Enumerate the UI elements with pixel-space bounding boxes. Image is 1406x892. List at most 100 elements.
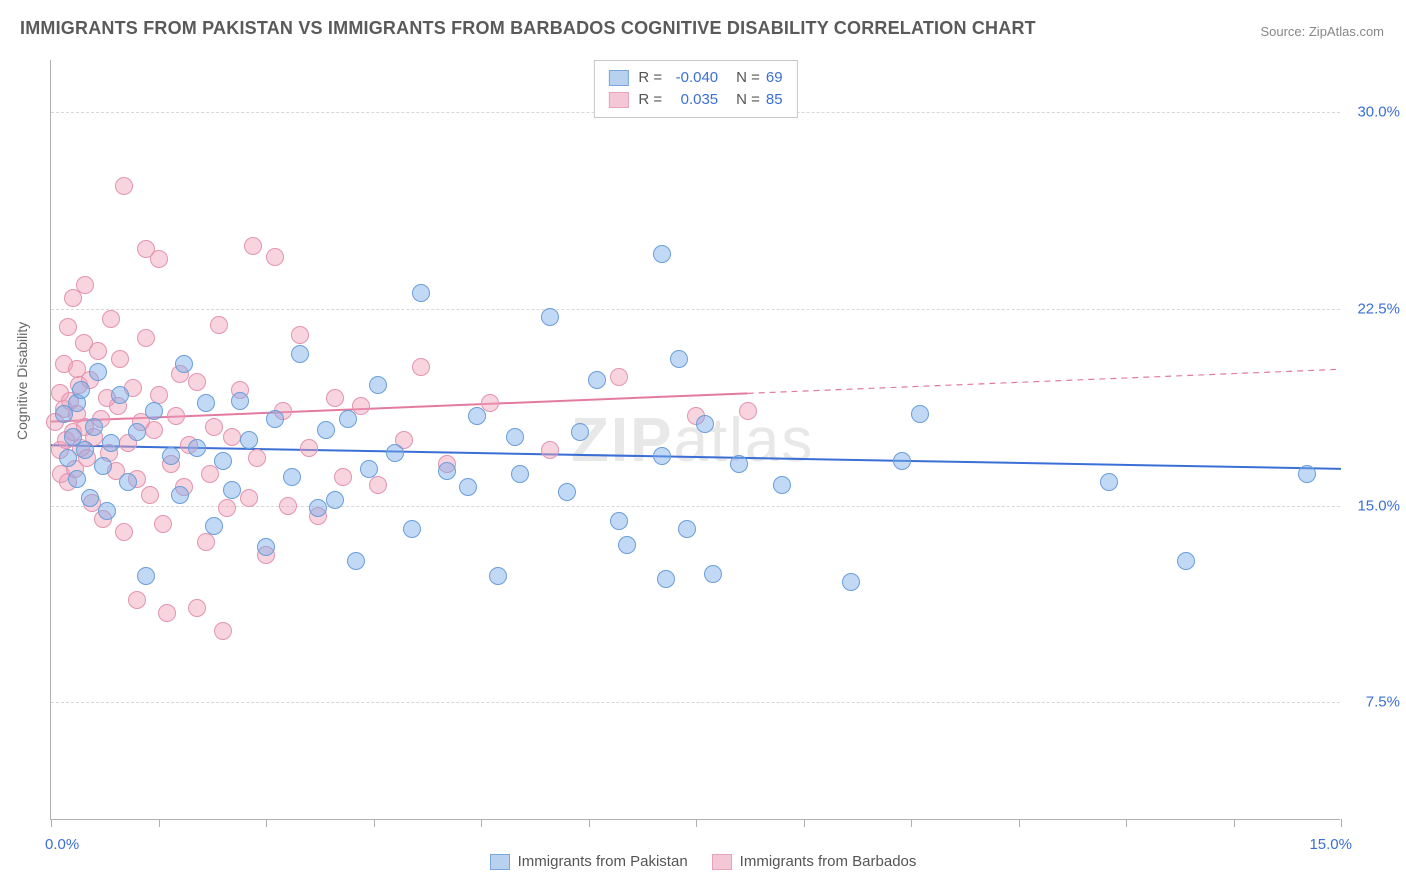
scatter-point-barbados <box>300 439 318 457</box>
scatter-point-pakistan <box>205 517 223 535</box>
scatter-point-barbados <box>266 248 284 266</box>
scatter-point-barbados <box>218 499 236 517</box>
scatter-point-pakistan <box>403 520 421 538</box>
y-axis-title: Cognitive Disability <box>14 322 30 440</box>
scatter-point-barbados <box>128 591 146 609</box>
scatter-point-pakistan <box>231 392 249 410</box>
scatter-point-pakistan <box>85 418 103 436</box>
scatter-point-barbados <box>188 373 206 391</box>
scatter-point-pakistan <box>339 410 357 428</box>
x-axis-max-label: 15.0% <box>1309 836 1352 853</box>
correlation-legend: R = -0.040 N = 69 R = 0.035 N = 85 <box>593 60 797 118</box>
scatter-point-pakistan <box>911 405 929 423</box>
series-legend-label: Immigrants from Pakistan <box>518 853 688 870</box>
scatter-point-pakistan <box>588 371 606 389</box>
scatter-point-barbados <box>334 468 352 486</box>
scatter-point-pakistan <box>678 520 696 538</box>
scatter-point-pakistan <box>571 423 589 441</box>
scatter-point-pakistan <box>610 512 628 530</box>
scatter-point-barbados <box>210 316 228 334</box>
scatter-point-pakistan <box>618 536 636 554</box>
x-axis-tick <box>589 819 590 827</box>
scatter-point-barbados <box>291 326 309 344</box>
scatter-point-pakistan <box>102 434 120 452</box>
scatter-point-pakistan <box>119 473 137 491</box>
x-axis-tick <box>266 819 267 827</box>
x-axis-tick <box>374 819 375 827</box>
x-axis-tick <box>1234 819 1235 827</box>
scatter-point-pakistan <box>283 468 301 486</box>
scatter-point-barbados <box>279 497 297 515</box>
scatter-point-barbados <box>412 358 430 376</box>
x-axis-tick <box>481 819 482 827</box>
gridline-y <box>51 702 1340 703</box>
scatter-point-pakistan <box>94 457 112 475</box>
scatter-point-pakistan <box>657 570 675 588</box>
scatter-point-pakistan <box>145 402 163 420</box>
y-axis-tick-label: 15.0% <box>1357 497 1400 514</box>
scatter-point-pakistan <box>188 439 206 457</box>
scatter-point-pakistan <box>326 491 344 509</box>
scatter-point-pakistan <box>541 308 559 326</box>
scatter-point-pakistan <box>511 465 529 483</box>
scatter-point-pakistan <box>412 284 430 302</box>
scatter-point-barbados <box>214 622 232 640</box>
scatter-point-barbados <box>610 368 628 386</box>
scatter-point-pakistan <box>266 410 284 428</box>
x-axis-tick <box>1019 819 1020 827</box>
scatter-point-barbados <box>137 329 155 347</box>
x-axis-tick <box>911 819 912 827</box>
scatter-point-barbados <box>158 604 176 622</box>
scatter-point-barbados <box>89 342 107 360</box>
plot-area: ZIPatlas R = -0.040 N = 69 R = 0.035 N =… <box>50 60 1340 820</box>
series-legend-label: Immigrants from Barbados <box>740 853 917 870</box>
scatter-point-barbados <box>111 350 129 368</box>
legend-r-value-barbados: 0.035 <box>668 89 718 111</box>
series-legend: Immigrants from Pakistan Immigrants from… <box>0 853 1406 870</box>
x-axis-tick <box>696 819 697 827</box>
scatter-point-barbados <box>326 389 344 407</box>
scatter-point-pakistan <box>89 363 107 381</box>
regression-line-pakistan <box>51 445 1341 469</box>
scatter-point-barbados <box>541 441 559 459</box>
scatter-point-pakistan <box>360 460 378 478</box>
legend-n-value-pakistan: 69 <box>766 67 783 89</box>
series-legend-item-pakistan: Immigrants from Pakistan <box>490 853 688 870</box>
scatter-point-pakistan <box>175 355 193 373</box>
scatter-point-barbados <box>167 407 185 425</box>
scatter-point-barbados <box>115 177 133 195</box>
x-axis-tick <box>1341 819 1342 827</box>
scatter-point-pakistan <box>730 455 748 473</box>
chart-container: IMMIGRANTS FROM PAKISTAN VS IMMIGRANTS F… <box>0 0 1406 892</box>
swatch-barbados-icon <box>608 92 628 108</box>
scatter-point-pakistan <box>72 381 90 399</box>
scatter-point-barbados <box>240 489 258 507</box>
scatter-point-pakistan <box>347 552 365 570</box>
gridline-y <box>51 309 1340 310</box>
scatter-point-pakistan <box>468 407 486 425</box>
scatter-point-pakistan <box>386 444 404 462</box>
scatter-point-pakistan <box>653 245 671 263</box>
scatter-point-barbados <box>197 533 215 551</box>
scatter-point-barbados <box>154 515 172 533</box>
scatter-point-pakistan <box>842 573 860 591</box>
correlation-legend-row-2: R = 0.035 N = 85 <box>608 89 782 111</box>
scatter-point-pakistan <box>197 394 215 412</box>
scatter-point-pakistan <box>291 345 309 363</box>
scatter-point-barbados <box>188 599 206 617</box>
scatter-point-barbados <box>244 237 262 255</box>
scatter-point-pakistan <box>317 421 335 439</box>
scatter-point-pakistan <box>438 462 456 480</box>
series-legend-item-barbados: Immigrants from Barbados <box>712 853 917 870</box>
scatter-point-pakistan <box>223 481 241 499</box>
scatter-point-pakistan <box>558 483 576 501</box>
y-axis-tick-label: 30.0% <box>1357 104 1400 121</box>
x-axis-min-label: 0.0% <box>45 836 79 853</box>
scatter-point-pakistan <box>696 415 714 433</box>
x-axis-tick <box>804 819 805 827</box>
y-axis-tick-label: 7.5% <box>1366 694 1400 711</box>
swatch-pakistan-icon <box>490 854 510 870</box>
legend-r-label: R = <box>638 89 662 111</box>
legend-n-label: N = <box>736 89 760 111</box>
scatter-point-pakistan <box>214 452 232 470</box>
